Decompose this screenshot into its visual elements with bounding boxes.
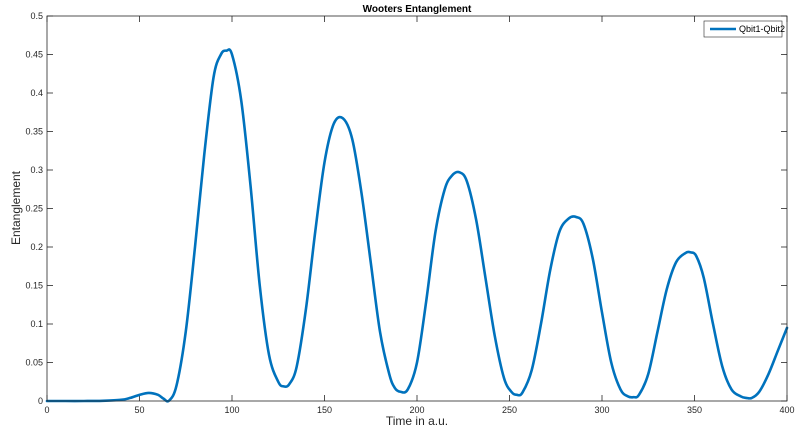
y-tick-label: 0.25 bbox=[25, 204, 43, 214]
y-tick-label: 0.2 bbox=[30, 242, 43, 252]
y-tick-label: 0 bbox=[38, 396, 43, 406]
y-tick-label: 0.1 bbox=[30, 319, 43, 329]
x-tick-label: 350 bbox=[687, 405, 702, 415]
y-axis-label: Entanglement bbox=[9, 170, 23, 245]
chart-title: Wooters Entanglement bbox=[363, 4, 472, 15]
x-tick-label: 400 bbox=[779, 405, 794, 415]
x-tick-label: 300 bbox=[594, 405, 609, 415]
y-tick-label: 0.35 bbox=[25, 127, 43, 137]
x-tick-label: 200 bbox=[409, 405, 424, 415]
series-layer bbox=[45, 48, 789, 403]
x-tick-label: 100 bbox=[224, 405, 239, 415]
x-tick-label: 250 bbox=[502, 405, 517, 415]
x-tick-label: 50 bbox=[134, 405, 144, 415]
plot-background bbox=[47, 16, 787, 401]
y-tick-label: 0.05 bbox=[25, 358, 43, 368]
x-tick-label: 150 bbox=[317, 405, 332, 415]
legend-label: Qbit1-Qbit2 bbox=[739, 24, 785, 34]
y-tick-label: 0.15 bbox=[25, 281, 43, 291]
y-tick-label: 0.4 bbox=[30, 88, 43, 98]
x-tick-label: 0 bbox=[44, 405, 49, 415]
series-line-qbit1-qbit2 bbox=[45, 48, 789, 403]
y-tick-label: 0.3 bbox=[30, 165, 43, 175]
x-axis-label: Time in a.u. bbox=[386, 414, 448, 428]
legend: Qbit1-Qbit2 bbox=[703, 20, 785, 38]
y-tick-label: 0.45 bbox=[25, 50, 43, 60]
y-tick-label: 0.5 bbox=[30, 11, 43, 21]
plot-frame bbox=[46, 15, 788, 402]
legend-box bbox=[703, 20, 783, 38]
